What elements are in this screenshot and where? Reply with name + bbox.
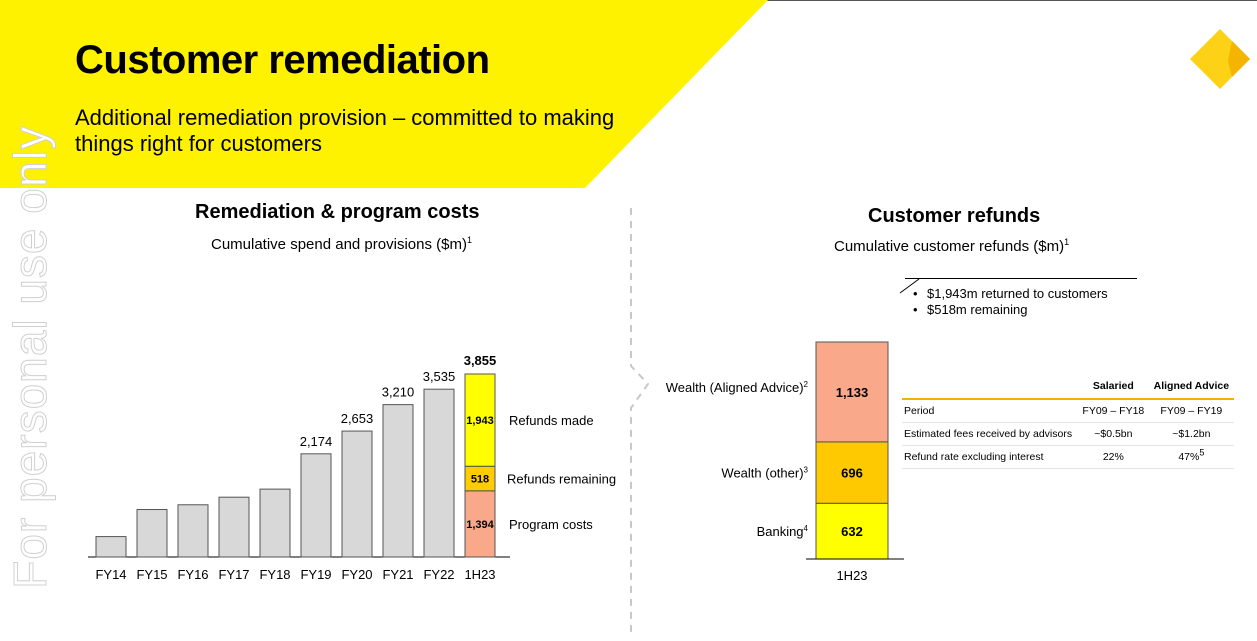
segment-banking — [815, 502, 889, 560]
customer-refunds-chart: 632 Banking4 696 Wealth (other)3 1,133 Wealth… — [666, 341, 904, 583]
segment-refunds-remaining — [464, 465, 496, 492]
refunds-callout: $1,943m returned to customers $518m rema… — [899, 278, 1137, 318]
x-tick-label: FY18 — [259, 567, 290, 582]
table-cell-salaried: FY09 – FY18 — [1078, 399, 1149, 423]
bar-value-label: 3,210 — [382, 385, 415, 400]
segment-value-label: 632 — [841, 524, 863, 539]
diamond-logo-icon — [1190, 29, 1250, 89]
table-cell-aligned: ~$1.2bn — [1148, 422, 1234, 446]
segment-program-costs — [464, 490, 496, 558]
segment-value-label: 1,394 — [466, 519, 494, 531]
x-tick-label: FY21 — [382, 567, 413, 582]
segment-category-name: Wealth (Aligned Advice) — [666, 380, 804, 395]
segment-category-name: Banking — [757, 524, 804, 539]
aligned-value: 47% — [1178, 451, 1200, 463]
right-chart-subtitle-text: Cumulative customer refunds ($m) — [834, 238, 1065, 255]
aligned-value: FY09 – FY19 — [1160, 405, 1223, 417]
callout-item: $518m remaining — [913, 302, 1137, 318]
callout-pointer — [899, 278, 920, 294]
segment-value-label: 1,943 — [466, 415, 494, 427]
table-header-row: Salaried Aligned Advice — [902, 378, 1234, 400]
table-cell-salaried: ~$0.5bn — [1078, 422, 1149, 446]
table-row: Refund rate excluding interest 22% 47%5 — [902, 445, 1234, 469]
watermark: For personal use only — [4, 125, 57, 589]
bar-fy18 — [259, 488, 291, 558]
segment-category-label: Banking4 — [757, 524, 809, 539]
x-tick-label: FY15 — [136, 567, 167, 582]
segment-footnote-ref: 2 — [804, 380, 809, 389]
right-chart-subtitle: Cumulative customer refunds ($m)1 — [834, 237, 1070, 256]
aligned-value: ~$1.2bn — [1172, 428, 1211, 440]
segment-value-label: 518 — [471, 474, 489, 486]
remediation-costs-chart: FY14 FY15 FY16 FY17 FY18 2,174 FY19 2,653 FY20 3,… — [88, 353, 616, 582]
table-row-label: Period — [902, 399, 1078, 423]
banner-shape — [0, 0, 768, 188]
segment-refunds-made — [464, 373, 496, 467]
bar-fy20 — [341, 430, 373, 558]
table-header-cell: Aligned Advice — [1148, 378, 1234, 400]
table-row: Estimated fees received by advisors ~$0.… — [902, 422, 1234, 446]
bar-fy17 — [218, 496, 250, 558]
bar-fy16 — [177, 504, 209, 558]
segment-wealth-other — [815, 441, 889, 504]
aligned-footnote-ref: 5 — [1199, 447, 1205, 458]
bar-fy21 — [382, 404, 414, 558]
table-header-cell — [902, 378, 1078, 400]
x-tick-label: 1H23 — [464, 567, 495, 582]
table-row-label: Refund rate excluding interest — [902, 445, 1078, 469]
x-tick-label: FY16 — [177, 567, 208, 582]
left-chart-subtitle: Cumulative spend and provisions ($m)1 — [211, 235, 472, 254]
x-tick-label: FY19 — [300, 567, 331, 582]
table-cell-aligned: 47%5 — [1148, 445, 1234, 469]
x-tick-label: FY17 — [218, 567, 249, 582]
bar-fy22 — [423, 388, 455, 558]
advice-comparison-table: Salaried Aligned Advice Period FY09 – FY… — [902, 378, 1234, 469]
segment-footnote-ref: 4 — [804, 524, 809, 533]
bar-fy15 — [136, 509, 168, 558]
table-cell-salaried: 22% — [1078, 445, 1149, 469]
segment-wealth-aligned-advice — [815, 341, 889, 443]
bar-fy14 — [95, 536, 127, 558]
segment-category-label: Wealth (Aligned Advice)2 — [666, 380, 809, 395]
segment-value-label: 696 — [841, 466, 863, 481]
bar-fy19 — [300, 453, 332, 558]
x-tick-label: FY20 — [341, 567, 372, 582]
bar-value-label: 3,535 — [423, 369, 456, 384]
table-row-label: Estimated fees received by advisors — [902, 422, 1078, 446]
x-tick-label: FY22 — [423, 567, 454, 582]
right-chart-title: Customer refunds — [868, 205, 1041, 227]
title-banner — [0, 0, 768, 188]
left-chart-footnote-ref: 1 — [466, 235, 472, 245]
bar-total-label: 3,855 — [464, 353, 497, 368]
bar-value-label: 2,653 — [341, 411, 374, 426]
table-row: Period FY09 – FY18 FY09 – FY19 — [902, 399, 1234, 423]
x-tick-label: FY14 — [95, 567, 126, 582]
left-chart-title: Remediation & program costs — [195, 201, 480, 223]
callout-list: $1,943m returned to customers $518m rema… — [905, 286, 1137, 318]
segment-legend-label: Refunds made — [509, 413, 594, 428]
section-divider — [630, 208, 650, 633]
bar-value-label: 2,174 — [300, 434, 333, 449]
left-chart-subtitle-text: Cumulative spend and provisions ($m) — [211, 236, 467, 253]
table-cell-aligned: FY09 – FY19 — [1148, 399, 1234, 423]
segment-footnote-ref: 3 — [804, 466, 809, 475]
callout-item: $1,943m returned to customers — [913, 286, 1137, 302]
segment-legend-label: Program costs — [509, 517, 593, 532]
right-chart-footnote-ref: 1 — [1064, 237, 1070, 247]
table-header-cell: Salaried — [1078, 378, 1149, 400]
page-title: Customer remediation — [75, 38, 490, 82]
x-tick-label: 1H23 — [836, 568, 867, 583]
segment-category-label: Wealth (other)3 — [721, 466, 808, 481]
page-subtitle: Additional remediation provision – commi… — [75, 105, 615, 156]
segment-value-label: 1,133 — [836, 385, 869, 400]
segment-category-name: Wealth (other) — [721, 466, 803, 481]
segment-legend-label: Refunds remaining — [507, 472, 616, 487]
